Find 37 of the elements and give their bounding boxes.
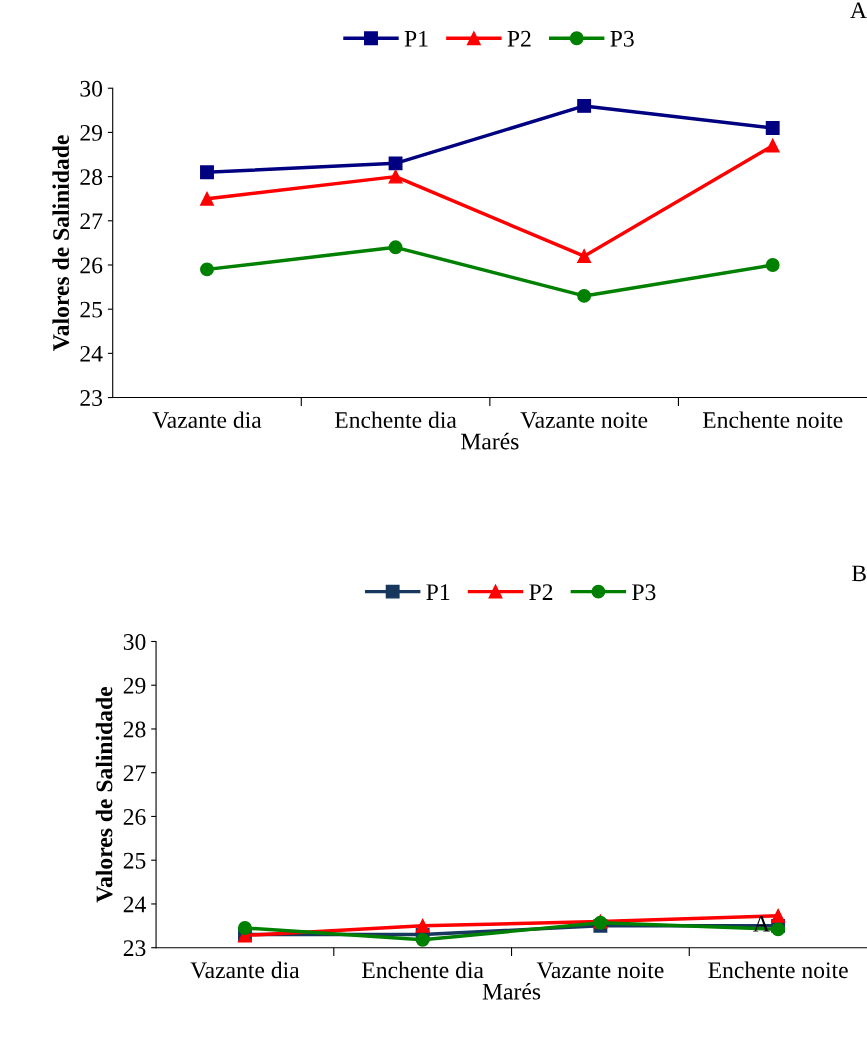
x-tick-label: Enchente noite xyxy=(702,411,843,429)
y-tick-label: 26 xyxy=(80,257,103,274)
y-axis-title: Valores de Salinidade xyxy=(95,686,113,903)
chart-title: B xyxy=(851,565,866,582)
y-tick-label: 29 xyxy=(123,677,146,694)
x-axis-title: Marés xyxy=(482,982,541,1000)
x-tick-label: Vazante dia xyxy=(152,411,262,429)
legend-label: P3 xyxy=(632,584,656,601)
y-tick-label: 26 xyxy=(123,809,146,825)
x-tick-label: Vazante noite xyxy=(536,962,664,979)
x-tick-label: Vazante dia xyxy=(190,961,300,979)
legend-label: P3 xyxy=(610,30,634,47)
y-tick-label: 25 xyxy=(80,301,103,318)
y-tick-label: 28 xyxy=(123,721,146,738)
y-tick-label: 23 xyxy=(123,940,146,957)
y-tick-label: 30 xyxy=(123,633,146,650)
y-tick-label: 25 xyxy=(123,852,146,869)
annotation: A xyxy=(753,915,770,932)
y-tick-label: 27 xyxy=(123,765,146,781)
y-tick-label: 30 xyxy=(80,80,103,97)
legend-label: P2 xyxy=(529,584,553,600)
chart-title: A xyxy=(850,2,867,19)
x-tick-label: Enchente dia xyxy=(362,961,484,979)
legend-label: P1 xyxy=(404,30,428,47)
y-tick-label: 24 xyxy=(80,345,103,362)
y-tick-label: 24 xyxy=(123,896,146,913)
x-tick-label: Enchente dia xyxy=(334,411,457,429)
y-tick-label: 23 xyxy=(80,390,103,406)
x-tick-label: Vazante noite xyxy=(520,412,648,429)
y-tick-label: 29 xyxy=(80,124,103,141)
y-tick-label: 28 xyxy=(80,169,103,186)
legend-label: P2 xyxy=(507,30,531,47)
legend-label: P1 xyxy=(426,584,450,600)
x-tick-label: Enchente noite xyxy=(708,961,848,979)
x-axis-title: Marés xyxy=(461,432,519,450)
y-tick-label: 27 xyxy=(80,213,103,229)
y-axis-title: Valores de Salinidade xyxy=(52,135,70,351)
